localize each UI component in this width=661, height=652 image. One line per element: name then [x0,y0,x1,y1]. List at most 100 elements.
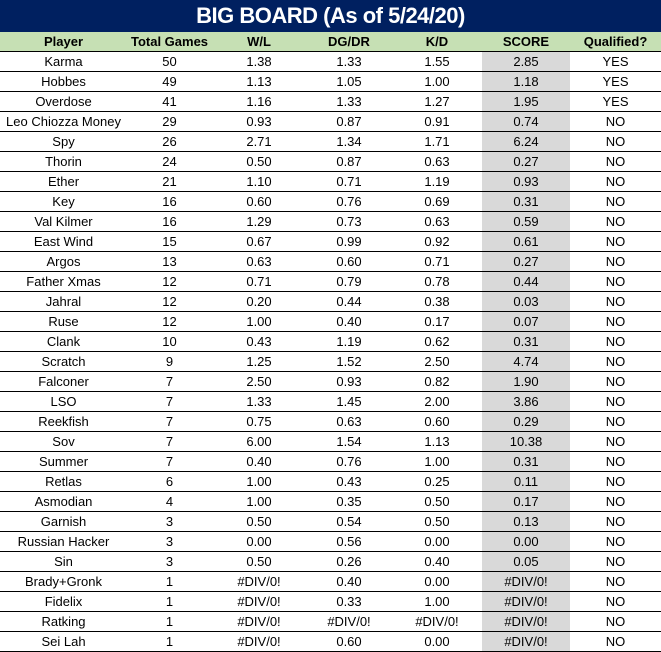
cell-win-loss: 1.00 [212,311,306,332]
cell-win-loss: 1.38 [212,51,306,72]
cell-kill-death: 0.40 [392,551,482,572]
cell-kill-death: 1.19 [392,171,482,192]
cell-score: 1.18 [482,71,570,92]
cell-total-games: 24 [127,151,212,172]
cell-win-loss: 2.50 [212,371,306,392]
cell-total-games: 1 [127,611,212,632]
cell-player: Garnish [0,511,127,532]
cell-kill-death: 0.17 [392,311,482,332]
cell-qualified: YES [570,91,661,112]
column-header-total-games: Total Games [127,32,212,52]
cell-score: 0.03 [482,291,570,312]
cell-dg-dr: 0.93 [306,371,392,392]
cell-win-loss: 0.63 [212,251,306,272]
table-row: LSO 7 1.33 1.45 2.00 3.86 NO [0,391,661,412]
table-row: Garnish 3 0.50 0.54 0.50 0.13 NO [0,511,661,532]
cell-dg-dr: 0.99 [306,231,392,252]
cell-win-loss: 0.50 [212,151,306,172]
cell-win-loss: 0.71 [212,271,306,292]
cell-score: 0.05 [482,551,570,572]
cell-qualified: NO [570,271,661,292]
cell-win-loss: 0.40 [212,451,306,472]
cell-kill-death: 1.55 [392,51,482,72]
table-row: Spy 26 2.71 1.34 1.71 6.24 NO [0,131,661,152]
cell-win-loss: 0.93 [212,111,306,132]
cell-player: Russian Hacker [0,531,127,552]
column-header-dg-dr: DG/DR [306,32,392,52]
column-header-qualified: Qualified? [570,32,661,52]
cell-dg-dr: 1.33 [306,51,392,72]
cell-win-loss: 0.00 [212,531,306,552]
cell-player: Fidelix [0,591,127,612]
table-row: Karma 50 1.38 1.33 1.55 2.85 YES [0,51,661,72]
cell-player: Brady+Gronk [0,571,127,592]
cell-score: 0.27 [482,151,570,172]
table-row: Sin 3 0.50 0.26 0.40 0.05 NO [0,551,661,572]
cell-qualified: NO [570,491,661,512]
cell-dg-dr: 1.33 [306,91,392,112]
cell-score: #DIV/0! [482,611,570,632]
cell-player: Spy [0,131,127,152]
cell-total-games: 16 [127,191,212,212]
cell-win-loss: #DIV/0! [212,591,306,612]
cell-player: Falconer [0,371,127,392]
cell-total-games: 9 [127,351,212,372]
cell-qualified: NO [570,231,661,252]
cell-kill-death: 0.63 [392,151,482,172]
cell-win-loss: 2.71 [212,131,306,152]
cell-kill-death: 0.50 [392,511,482,532]
cell-score: 0.31 [482,331,570,352]
cell-kill-death: 0.00 [392,571,482,592]
cell-dg-dr: 0.76 [306,191,392,212]
cell-dg-dr: #DIV/0! [306,611,392,632]
cell-dg-dr: 0.71 [306,171,392,192]
cell-player: Sov [0,431,127,452]
cell-score: 1.95 [482,91,570,112]
cell-qualified: NO [570,571,661,592]
table-row: East Wind 15 0.67 0.99 0.92 0.61 NO [0,231,661,252]
cell-qualified: NO [570,111,661,132]
cell-qualified: NO [570,391,661,412]
cell-dg-dr: 0.87 [306,151,392,172]
cell-total-games: 50 [127,51,212,72]
cell-score: #DIV/0! [482,591,570,612]
cell-dg-dr: 0.73 [306,211,392,232]
cell-win-loss: 0.50 [212,551,306,572]
cell-player: Thorin [0,151,127,172]
cell-kill-death: 0.50 [392,491,482,512]
cell-qualified: NO [570,431,661,452]
cell-kill-death: 0.62 [392,331,482,352]
cell-score: 0.27 [482,251,570,272]
cell-player: East Wind [0,231,127,252]
cell-win-loss: 1.25 [212,351,306,372]
cell-qualified: NO [570,511,661,532]
cell-score: 0.17 [482,491,570,512]
cell-total-games: 41 [127,91,212,112]
cell-dg-dr: 1.45 [306,391,392,412]
cell-total-games: 15 [127,231,212,252]
cell-player: Retlas [0,471,127,492]
cell-kill-death: 0.91 [392,111,482,132]
cell-total-games: 1 [127,591,212,612]
cell-qualified: NO [570,471,661,492]
cell-kill-death: 0.78 [392,271,482,292]
cell-score: 0.93 [482,171,570,192]
table-row: Fidelix 1 #DIV/0! 0.33 1.00 #DIV/0! NO [0,591,661,612]
table-row: Argos 13 0.63 0.60 0.71 0.27 NO [0,251,661,272]
cell-total-games: 6 [127,471,212,492]
cell-player: Reekfish [0,411,127,432]
cell-qualified: NO [570,171,661,192]
big-board-table: Player Total Games W/L DG/DR K/D SCORE Qualifi… [0,32,661,652]
column-header-kill-death: K/D [392,32,482,52]
column-header-player: Player [0,32,127,52]
table-row: Sov 7 6.00 1.54 1.13 10.38 NO [0,431,661,452]
table-row: Ether 21 1.10 0.71 1.19 0.93 NO [0,171,661,192]
cell-score: 0.07 [482,311,570,332]
cell-score: 4.74 [482,351,570,372]
cell-win-loss: 0.43 [212,331,306,352]
cell-total-games: 3 [127,551,212,572]
cell-score: 3.86 [482,391,570,412]
cell-qualified: NO [570,411,661,432]
table-row: Russian Hacker 3 0.00 0.56 0.00 0.00 NO [0,531,661,552]
cell-player: Asmodian [0,491,127,512]
